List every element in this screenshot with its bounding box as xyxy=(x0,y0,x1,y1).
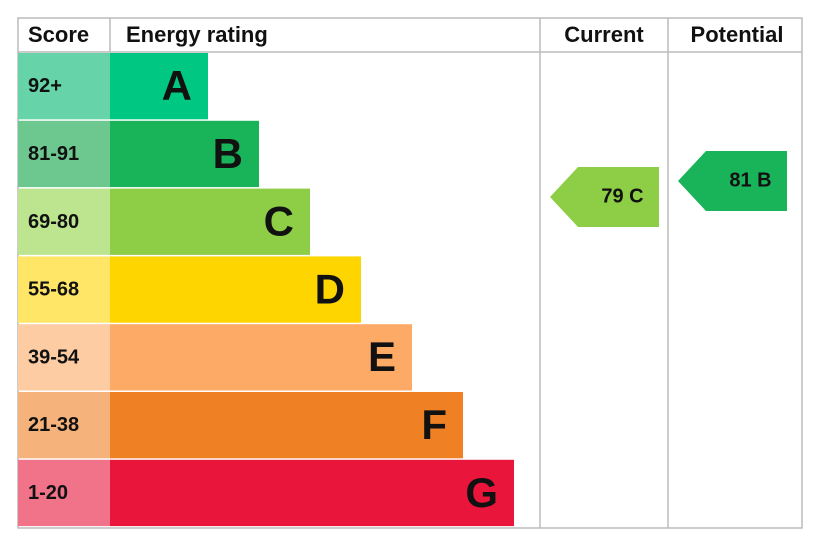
rating-bar xyxy=(110,120,259,188)
rating-letter: G xyxy=(465,469,498,516)
score-cell xyxy=(18,188,110,255)
current-label: 79 C xyxy=(601,185,643,207)
rating-bar xyxy=(110,324,412,391)
rating-bar xyxy=(110,53,208,120)
rating-letter: A xyxy=(162,62,192,109)
score-label: 55-68 xyxy=(28,279,79,301)
current-arrow xyxy=(550,167,659,227)
header-potential: Potential xyxy=(691,22,784,47)
score-cell xyxy=(18,459,110,527)
potential-arrow xyxy=(678,151,787,211)
score-label: 81-91 xyxy=(28,143,79,165)
score-label: 39-54 xyxy=(28,346,80,368)
score-cell xyxy=(18,256,110,323)
score-cell xyxy=(18,53,110,120)
rating-bar xyxy=(110,392,463,459)
potential-label: 81 B xyxy=(729,169,771,191)
score-label: 69-80 xyxy=(28,211,79,233)
rating-bar xyxy=(110,256,361,323)
header-current: Current xyxy=(564,22,644,47)
score-label: 21-38 xyxy=(28,414,79,436)
rating-letter: B xyxy=(213,130,243,177)
score-cell xyxy=(18,324,110,391)
score-cell xyxy=(18,120,110,188)
score-label: 1-20 xyxy=(28,482,68,504)
score-cell xyxy=(18,392,110,459)
rating-letter: C xyxy=(264,198,294,245)
header-score: Score xyxy=(28,22,89,47)
rating-letter: D xyxy=(315,265,345,312)
rating-bar xyxy=(110,188,310,255)
rating-bar xyxy=(110,459,514,527)
rating-letter: F xyxy=(421,401,447,448)
score-label: 92+ xyxy=(28,75,62,97)
rating-letter: E xyxy=(368,333,396,380)
header-rating: Energy rating xyxy=(126,22,268,47)
